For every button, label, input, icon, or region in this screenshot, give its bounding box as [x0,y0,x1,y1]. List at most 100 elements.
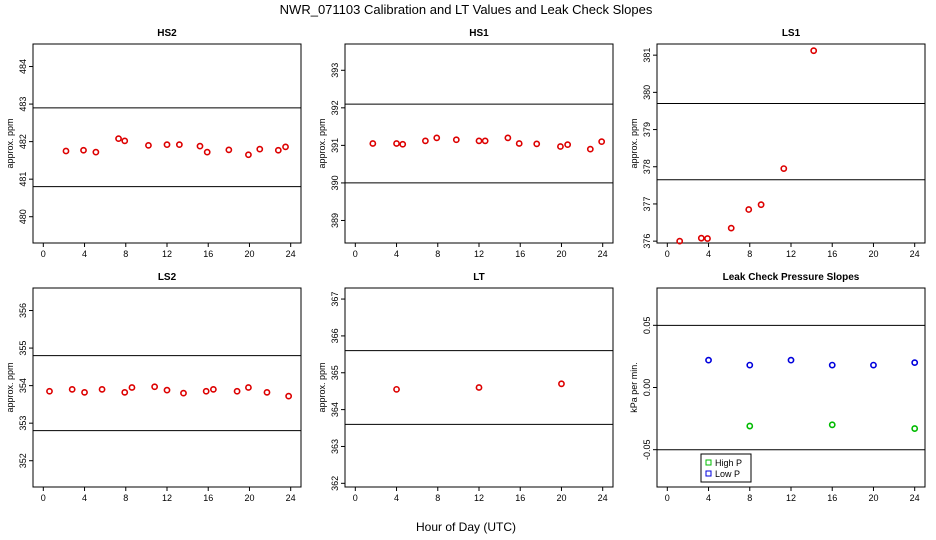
legend-label: High P [715,458,742,468]
chart-panel-5: LT 0 4 8 12 16 20 24 362 363 364 365 366 367 approx. p… [317,272,614,503]
x-tick-label: 12 [474,249,484,259]
x-tick-label: 20 [244,249,254,259]
data-point [787,356,795,364]
y-tick-label: 393 [330,63,340,78]
y-tick-label: 353 [18,416,28,431]
x-tick-label: 8 [435,493,440,503]
x-tick-label: 8 [123,493,128,503]
data-point [746,422,754,430]
data-point [757,201,765,209]
x-tick-label: 16 [827,249,837,259]
data-point [515,140,523,147]
plot-frame [32,43,302,244]
data-point [828,421,836,429]
data-point [175,141,183,149]
data-point [80,146,87,154]
y-tick-label: 354 [18,378,28,393]
x-tick-label: 0 [41,249,46,259]
data-point [704,235,711,242]
x-tick-label: 4 [706,493,711,503]
legend-marker [705,470,712,477]
data-point [225,146,233,154]
data-point [92,148,100,156]
chart-panel-2: HS1 0 4 8 12 16 20 24 389 390 391 392 393 approx. ppm [317,28,614,259]
data-point [256,145,264,153]
x-tick-label: 0 [41,493,46,503]
data-point [705,356,712,364]
x-tick-label: 24 [910,249,920,259]
x-tick-label: 4 [394,493,399,503]
data-point [202,387,210,395]
x-tick-label: 4 [82,493,87,503]
x-tick-label: 20 [244,493,254,503]
y-tick-label: 356 [18,303,28,318]
data-point [203,148,211,156]
y-axis-label: approx. ppm [629,118,639,168]
x-tick-label: 24 [598,493,608,503]
data-point [911,425,919,432]
x-tick-label: 12 [162,493,172,503]
plot-frame [656,287,926,488]
data-point [46,387,53,395]
data-point [745,206,753,213]
legend-marker [705,459,712,466]
series-1 [393,380,565,393]
y-tick-label: 367 [330,292,340,307]
data-point [452,136,460,144]
data-point [533,140,541,148]
x-tick-label: 0 [353,249,358,259]
x-tick-label: 4 [394,249,399,259]
y-tick-label: 366 [330,328,340,343]
y-tick-label: 379 [642,122,652,137]
chart-panel-6: Leak Check Pressure Slopes 0 4 8 12 16 20 24 -0.… [629,272,926,503]
x-tick-label: 24 [598,249,608,259]
y-tick-label: 380 [642,85,652,100]
x-tick-label: 12 [162,249,172,259]
panel-title: LS1 [782,28,801,39]
y-tick-label: 376 [642,234,652,249]
chart-panel-3: LS1 0 4 8 12 16 20 24 376 377 378 379 380 381 approx. … [629,28,926,259]
x-tick-label: 0 [665,249,670,259]
x-tick-label: 8 [435,249,440,259]
x-tick-label: 12 [474,493,484,503]
legend-box [700,453,752,483]
data-point [274,146,282,154]
y-tick-label: 482 [18,134,28,149]
data-point [163,141,171,149]
data-point [586,145,594,153]
data-point [145,141,152,149]
data-point [115,135,122,143]
x-tick-label: 8 [123,249,128,259]
x-tick-label: 16 [827,493,837,503]
data-point [810,47,818,55]
data-point [209,385,217,393]
data-point [870,361,877,369]
y-axis-label: kPa per min. [629,362,639,413]
x-tick-label: 24 [286,493,296,503]
data-point [245,384,252,391]
y-tick-label: 363 [330,439,340,454]
chart-panel-4: LS2 0 4 8 12 16 20 24 352 353 354 355 356 approx. ppm [5,272,302,503]
x-tick-label: 20 [868,493,878,503]
y-tick-label: 378 [642,159,652,174]
data-point [81,388,88,396]
data-point [180,389,187,397]
data-point [128,384,136,391]
y-tick-label: 362 [330,476,340,491]
series-1 [62,135,289,159]
data-point [421,137,429,145]
data-point [393,140,400,147]
plot-frame [656,43,926,244]
data-point [481,137,489,145]
y-tick-label: 392 [330,100,340,115]
y-tick-label: 480 [18,209,28,224]
y-tick-label: 483 [18,97,28,112]
y-tick-label: -0.05 [642,439,652,460]
data-point [263,388,271,396]
chart-panel-1: HS2 0 4 8 12 16 20 24 480 481 482 483 484 approx. ppm [5,28,302,259]
y-axis-label: approx. ppm [5,118,15,168]
y-tick-label: 390 [330,175,340,190]
series-high-p [746,421,919,432]
y-tick-label: 481 [18,172,28,187]
